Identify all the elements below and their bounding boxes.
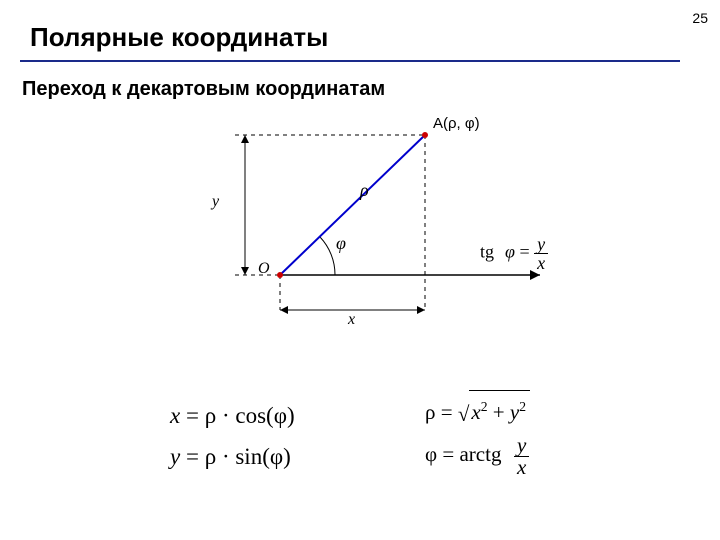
dim-x-arrow-left [280, 306, 288, 314]
label-x: x [348, 311, 355, 329]
tg-fraction: y x [534, 235, 548, 272]
fr-eq: = [441, 400, 453, 424]
fx-arg: φ [274, 403, 287, 428]
fx-cos: cos [235, 403, 266, 428]
fr-sqrt: √x2 + y2 [458, 390, 530, 433]
fr-y: y [510, 400, 519, 424]
label-phi: φ [336, 233, 346, 254]
fp-fraction: y x [514, 435, 529, 478]
fr-x: x [471, 400, 480, 424]
polar-diagram: A(ρ, φ) ρ φ y x O [150, 105, 550, 325]
formula-x: x = ρ · cos(φ) [170, 395, 295, 436]
fp-lhs: φ [425, 442, 437, 466]
fr-lhs: ρ [425, 400, 435, 424]
label-a: A(ρ, φ) [433, 115, 480, 132]
tg-fn: tg [480, 242, 494, 262]
tg-num: y [534, 235, 548, 254]
fy-dot: · [222, 444, 230, 469]
fy-lhs: y [170, 444, 180, 469]
fy-eq: = [186, 444, 199, 469]
fp-eq: = [442, 442, 454, 466]
fy-rho: ρ [205, 444, 216, 469]
formula-tangent: tg φ = y x [480, 235, 548, 272]
label-o: O [258, 260, 270, 278]
formulas-polar: ρ = √x2 + y2 φ = arctg y x [425, 390, 530, 478]
dim-y-arrow-bot [241, 267, 249, 275]
formula-y: y = ρ · sin(φ) [170, 436, 295, 477]
fp-arctg: arctg [459, 442, 501, 466]
formulas-cartesian: x = ρ · cos(φ) y = ρ · sin(φ) [170, 395, 295, 478]
dim-y-arrow-top [241, 135, 249, 143]
label-rho: ρ [360, 180, 369, 201]
page-number: 25 [692, 10, 708, 26]
fy-arg: φ [270, 444, 283, 469]
origin-point [277, 272, 283, 278]
tg-den: x [534, 254, 548, 272]
fy-sin: sin [235, 444, 262, 469]
fx-rho: ρ [205, 403, 216, 428]
dim-x-arrow-right [417, 306, 425, 314]
subtitle: Переход к декартовым координатам [22, 78, 385, 101]
diagram-svg [150, 105, 550, 325]
fx-eq: = [186, 403, 199, 428]
fx-dot: · [222, 403, 230, 428]
fx-lhs: x [170, 403, 180, 428]
fp-num: y [514, 435, 529, 457]
fp-den: x [514, 457, 529, 478]
point-a [422, 132, 428, 138]
formula-rho: ρ = √x2 + y2 [425, 390, 530, 433]
tg-phi: φ [505, 242, 515, 262]
label-y: y [212, 193, 219, 211]
title-underline [20, 60, 680, 62]
formula-phi: φ = arctg y x [425, 433, 530, 478]
angle-arc [320, 237, 335, 275]
page-title: Полярные координаты [30, 22, 328, 53]
radius-line [280, 135, 425, 275]
